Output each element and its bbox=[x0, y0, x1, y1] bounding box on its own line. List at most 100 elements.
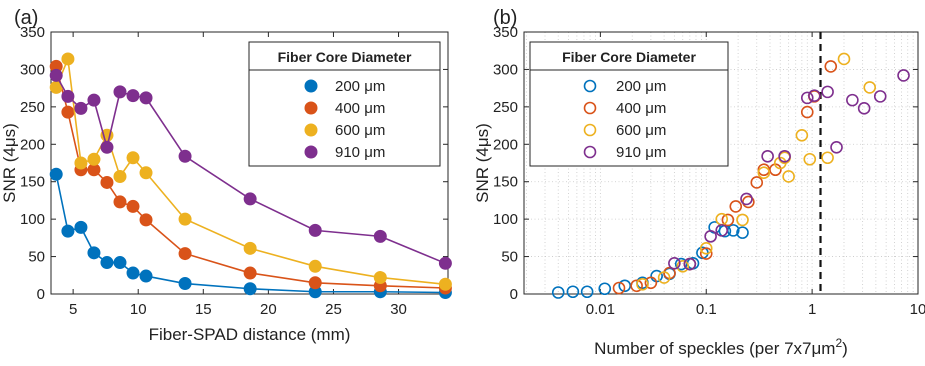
data-point bbox=[178, 149, 192, 163]
x-tick-label: 1 bbox=[808, 301, 816, 318]
legend-marker bbox=[304, 79, 318, 93]
data-point bbox=[736, 213, 749, 227]
data-point bbox=[830, 140, 843, 154]
data-point bbox=[821, 151, 834, 165]
data-point bbox=[800, 91, 814, 105]
data-point bbox=[113, 169, 127, 183]
data-point bbox=[873, 90, 887, 103]
data-point bbox=[243, 192, 257, 206]
y-tick-label: 350 bbox=[20, 24, 45, 41]
data-point bbox=[49, 167, 63, 181]
legend: Fiber Core Diameter 200 μm 400 μm 600 μm 910… bbox=[529, 41, 729, 167]
legend-label: 600 μm bbox=[335, 122, 385, 139]
data-point bbox=[683, 257, 697, 271]
data-point bbox=[630, 279, 643, 293]
data-point bbox=[126, 199, 140, 213]
data-point bbox=[126, 89, 140, 103]
data-point bbox=[699, 247, 713, 260]
y-tick-label: 150 bbox=[493, 174, 518, 191]
data-point bbox=[87, 93, 101, 107]
x-tick-label: 25 bbox=[325, 301, 342, 318]
data-point bbox=[100, 140, 114, 154]
data-point bbox=[113, 195, 127, 209]
data-point bbox=[750, 176, 764, 189]
legend-box bbox=[529, 41, 729, 167]
legend-marker bbox=[583, 145, 597, 159]
data-point bbox=[803, 152, 817, 166]
data-point bbox=[139, 91, 153, 105]
legend-marker bbox=[304, 101, 318, 115]
data-point bbox=[61, 52, 75, 66]
data-point bbox=[373, 229, 387, 243]
data-point bbox=[100, 256, 114, 270]
y-tick-label: 0 bbox=[37, 286, 45, 303]
data-point bbox=[674, 257, 688, 271]
legend-label: 600 μm bbox=[616, 122, 666, 139]
data-point bbox=[782, 170, 795, 183]
panel-label: (b) bbox=[493, 7, 517, 29]
data-point bbox=[74, 101, 88, 115]
data-point bbox=[846, 93, 859, 107]
data-point bbox=[178, 247, 192, 261]
data-point bbox=[61, 105, 75, 119]
series-3 bbox=[668, 69, 910, 271]
data-point bbox=[668, 257, 681, 270]
data-point bbox=[438, 256, 452, 270]
data-point bbox=[178, 212, 192, 226]
data-point bbox=[139, 213, 153, 227]
data-point bbox=[636, 277, 649, 291]
data-point bbox=[580, 285, 594, 299]
x-axis-label-sup: 2 bbox=[835, 336, 842, 350]
x-tick-label: 20 bbox=[260, 301, 277, 318]
data-point bbox=[87, 246, 101, 260]
data-point bbox=[863, 81, 877, 94]
data-point bbox=[74, 156, 88, 170]
data-point bbox=[800, 105, 814, 119]
data-point bbox=[61, 224, 75, 238]
data-point bbox=[650, 269, 663, 283]
x-tick-label: 10 bbox=[910, 301, 925, 318]
x-tick-label: 30 bbox=[390, 301, 407, 318]
x-axis-label: Number of speckles (per 7x7μm2) bbox=[594, 336, 848, 358]
y-tick-label: 0 bbox=[510, 286, 518, 303]
x-tick-label: 10 bbox=[130, 301, 147, 318]
data-point bbox=[761, 149, 774, 163]
data-point bbox=[721, 213, 735, 227]
legend-label: 910 μm bbox=[335, 144, 385, 161]
y-tick-label: 100 bbox=[20, 211, 45, 228]
y-tick-label: 200 bbox=[20, 136, 45, 153]
data-point bbox=[704, 230, 717, 243]
legend-label: 200 μm bbox=[616, 78, 666, 95]
data-point bbox=[126, 151, 140, 165]
data-point bbox=[373, 271, 387, 285]
data-point bbox=[736, 226, 749, 239]
data-point bbox=[126, 266, 140, 280]
data-point bbox=[87, 152, 101, 166]
data-point bbox=[742, 195, 755, 209]
y-tick-label: 50 bbox=[501, 249, 518, 266]
data-point bbox=[438, 277, 452, 291]
data-point bbox=[113, 85, 127, 99]
data-point bbox=[612, 281, 626, 295]
y-axis-label: SNR (4μs) bbox=[473, 123, 492, 203]
legend: Fiber Core Diameter 200 μm 400 μm 600 μm 910… bbox=[248, 41, 441, 167]
x-tick-label: 0.01 bbox=[586, 301, 615, 318]
data-point bbox=[715, 224, 729, 237]
data-point bbox=[897, 69, 910, 82]
data-point bbox=[795, 129, 809, 142]
x-tick-label: 15 bbox=[195, 301, 212, 318]
data-point bbox=[821, 85, 834, 99]
data-point bbox=[308, 223, 322, 237]
data-point bbox=[308, 259, 322, 273]
data-point bbox=[757, 166, 771, 180]
data-point bbox=[699, 242, 713, 255]
data-point bbox=[61, 89, 75, 103]
y-tick-label: 200 bbox=[493, 136, 518, 153]
data-point bbox=[824, 60, 838, 73]
legend-title: Fiber Core Diameter bbox=[562, 49, 696, 65]
series-2 bbox=[49, 52, 452, 291]
legend-marker bbox=[304, 145, 318, 159]
data-point bbox=[551, 286, 565, 299]
data-point bbox=[113, 256, 127, 270]
